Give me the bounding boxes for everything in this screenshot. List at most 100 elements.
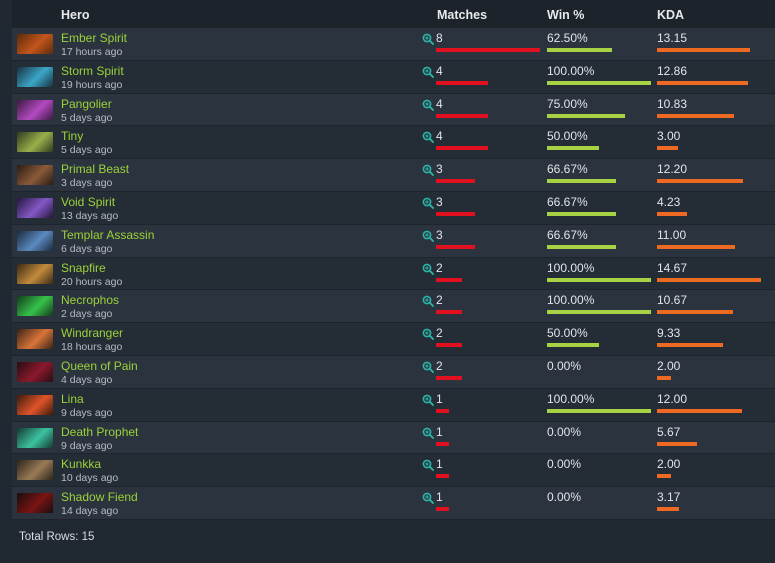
kda-value: 13.15	[657, 31, 688, 45]
matches-value: 4	[436, 129, 443, 144]
hero-portrait[interactable]	[17, 263, 53, 284]
hero-name-link[interactable]: Windranger	[61, 326, 124, 341]
hero-portrait[interactable]	[17, 460, 53, 481]
hero-name-link[interactable]: Queen of Pain	[61, 358, 138, 373]
matches-bar	[436, 113, 488, 118]
zoom-in-icon[interactable]	[422, 230, 434, 242]
table-row[interactable]: Primal Beast 3 days ago 3 66.67% 12.20	[12, 159, 775, 192]
hero-portrait[interactable]	[17, 230, 53, 251]
hero-name-link[interactable]: Tiny	[61, 129, 84, 144]
kda-bar	[657, 48, 750, 52]
hero-name-link[interactable]: Lina	[61, 391, 84, 406]
win-rate-value: 0.00%	[547, 358, 582, 373]
matches-value: 3	[436, 162, 443, 177]
hero-name-link[interactable]: Shadow Fiend	[61, 490, 138, 505]
kda-bar	[657, 80, 748, 85]
matches-bar	[436, 146, 488, 151]
matches-bar	[436, 244, 475, 249]
zoom-in-icon[interactable]	[422, 164, 434, 177]
hero-name-link[interactable]: Snapfire	[61, 260, 106, 275]
hero-name-link[interactable]: Pangolier	[61, 96, 112, 111]
zoom-in-icon[interactable]	[422, 197, 434, 209]
last-played-time: 13 days ago	[61, 209, 119, 222]
table-row[interactable]: Queen of Pain 4 days ago 2 0.00% 2.00	[12, 355, 775, 389]
kda-value: 10.67	[657, 293, 688, 308]
table-row[interactable]: Void Spirit 13 days ago 3 66.67% 4.23	[12, 191, 775, 225]
last-played-time: 9 days ago	[61, 439, 113, 452]
table-row[interactable]: Pangolier 5 days ago 4 75.00% 10.83	[12, 93, 775, 127]
column-header-matches[interactable]: Matches	[437, 8, 488, 22]
hero-name-link[interactable]: Storm Spirit	[61, 63, 124, 78]
zoom-in-icon[interactable]	[422, 361, 434, 373]
hero-portrait[interactable]	[17, 361, 53, 382]
win-rate-bar	[547, 113, 625, 118]
column-header-kda[interactable]: KDA	[657, 8, 685, 22]
kda-bar	[657, 310, 733, 315]
hero-portrait[interactable]	[17, 132, 53, 153]
hero-name-link[interactable]: Void Spirit	[61, 194, 116, 209]
kda-value: 10.83	[657, 96, 688, 111]
table-row[interactable]: Ember Spirit 17 hours ago 8 62.50% 13.15	[12, 28, 775, 61]
matches-bar	[436, 80, 488, 85]
hero-portrait[interactable]	[17, 394, 53, 415]
hero-name-link[interactable]: Primal Beast	[61, 162, 130, 177]
zoom-in-icon[interactable]	[422, 295, 434, 308]
hero-name-link[interactable]: Ember Spirit	[61, 31, 128, 45]
matches-value: 2	[436, 293, 443, 308]
table-row[interactable]: Kunkka 10 days ago 1 0.00% 2.00	[12, 454, 775, 488]
kda-bar	[657, 375, 671, 380]
hero-name-link[interactable]: Death Prophet	[61, 424, 139, 439]
win-rate-value: 100.00%	[547, 63, 595, 78]
hero-name-link[interactable]: Kunkka	[61, 457, 102, 472]
kda-value: 14.67	[657, 260, 688, 275]
zoom-in-icon[interactable]	[422, 263, 434, 275]
win-rate-value: 62.50%	[547, 31, 588, 45]
hero-portrait[interactable]	[17, 197, 53, 218]
table-row[interactable]: Lina 9 days ago 1 100.00% 12.00	[12, 388, 775, 422]
table-row[interactable]: Storm Spirit 19 hours ago 4 100.00% 12.86	[12, 60, 775, 94]
hero-portrait[interactable]	[17, 66, 53, 87]
hero-portrait[interactable]	[17, 99, 53, 120]
zoom-in-icon[interactable]	[422, 427, 434, 439]
kda-value: 12.20	[657, 162, 688, 177]
hero-name-link[interactable]: Templar Assassin	[61, 227, 155, 242]
hero-portrait[interactable]	[17, 165, 53, 186]
column-header-win[interactable]: Win %	[547, 8, 585, 22]
last-played-time: 17 hours ago	[61, 46, 123, 58]
kda-bar	[657, 408, 742, 413]
zoom-in-icon[interactable]	[422, 492, 434, 505]
zoom-in-icon[interactable]	[422, 394, 434, 406]
zoom-in-icon[interactable]	[422, 459, 434, 472]
table-row[interactable]: Snapfire 20 hours ago 2 100.00% 14.67	[12, 257, 775, 291]
matches-bar	[436, 507, 449, 512]
win-rate-value: 50.00%	[547, 326, 588, 341]
hero-portrait[interactable]	[17, 329, 53, 350]
zoom-in-icon[interactable]	[422, 328, 434, 341]
win-rate-bar	[547, 310, 651, 315]
matches-value: 4	[436, 63, 443, 78]
table-row[interactable]: Windranger 18 hours ago 2 50.00% 9.33	[12, 323, 775, 356]
zoom-in-icon[interactable]	[422, 66, 434, 78]
zoom-in-icon[interactable]	[422, 131, 434, 144]
hero-portrait[interactable]	[17, 34, 53, 54]
last-played-time: 2 days ago	[61, 308, 113, 321]
zoom-in-icon[interactable]	[422, 33, 434, 45]
hero-portrait[interactable]	[17, 296, 53, 317]
table-row[interactable]: Death Prophet 9 days ago 1 0.00% 5.67	[12, 421, 775, 455]
hero-portrait[interactable]	[17, 427, 53, 448]
table-row[interactable]: Templar Assassin 6 days ago 3 66.67% 11.00	[12, 224, 775, 258]
column-header-hero[interactable]: Hero	[61, 8, 90, 22]
table-row[interactable]: Shadow Fiend 14 days ago 1 0.00% 3.17	[12, 487, 775, 520]
hero-name-link[interactable]: Necrophos	[61, 293, 120, 308]
table-row[interactable]: Tiny 5 days ago 4 50.00% 3.00	[12, 126, 775, 160]
hero-portrait[interactable]	[17, 493, 53, 514]
table-row[interactable]: Necrophos 2 days ago 2 100.00% 10.67	[12, 290, 775, 324]
kda-bar	[657, 507, 679, 512]
win-rate-bar	[547, 244, 616, 249]
matches-bar	[436, 441, 449, 446]
matches-bar	[436, 179, 475, 184]
kda-bar	[657, 113, 734, 118]
win-rate-value: 100.00%	[547, 293, 595, 308]
zoom-in-icon[interactable]	[422, 99, 434, 111]
win-rate-value: 66.67%	[547, 227, 588, 242]
